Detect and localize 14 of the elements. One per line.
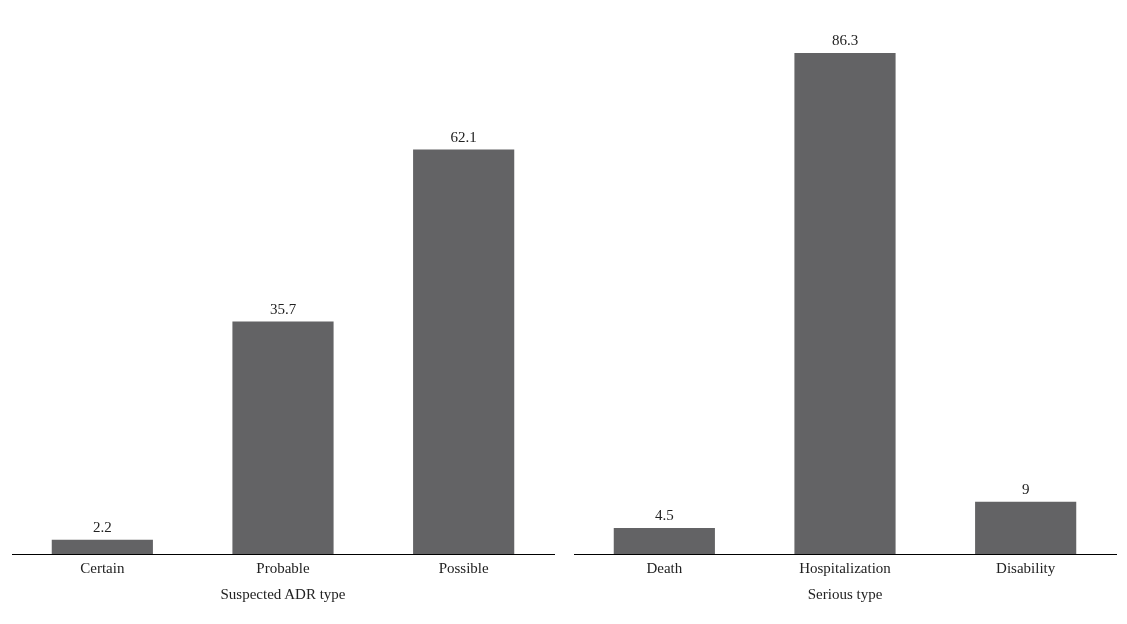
x-tick-label: Certain	[80, 559, 125, 576]
x-tick-label: Possible	[438, 559, 490, 576]
x-tick-label: Death	[646, 559, 683, 576]
data-label: 4.5	[654, 507, 674, 524]
data-label: 86.3	[831, 32, 859, 49]
data-label: 2.2	[92, 519, 112, 536]
x-tick-label: Disability	[996, 559, 1056, 576]
x-axis-title: Serious type	[807, 585, 883, 602]
data-label: 62.1	[450, 128, 477, 145]
x-tick-label: Probable	[256, 559, 310, 576]
data-label: 9	[1021, 481, 1030, 498]
data-label: 35.7	[269, 300, 297, 317]
x-axis-title: Suspected ADR type	[220, 585, 346, 602]
x-tick-label: Hospitalization	[799, 559, 892, 576]
